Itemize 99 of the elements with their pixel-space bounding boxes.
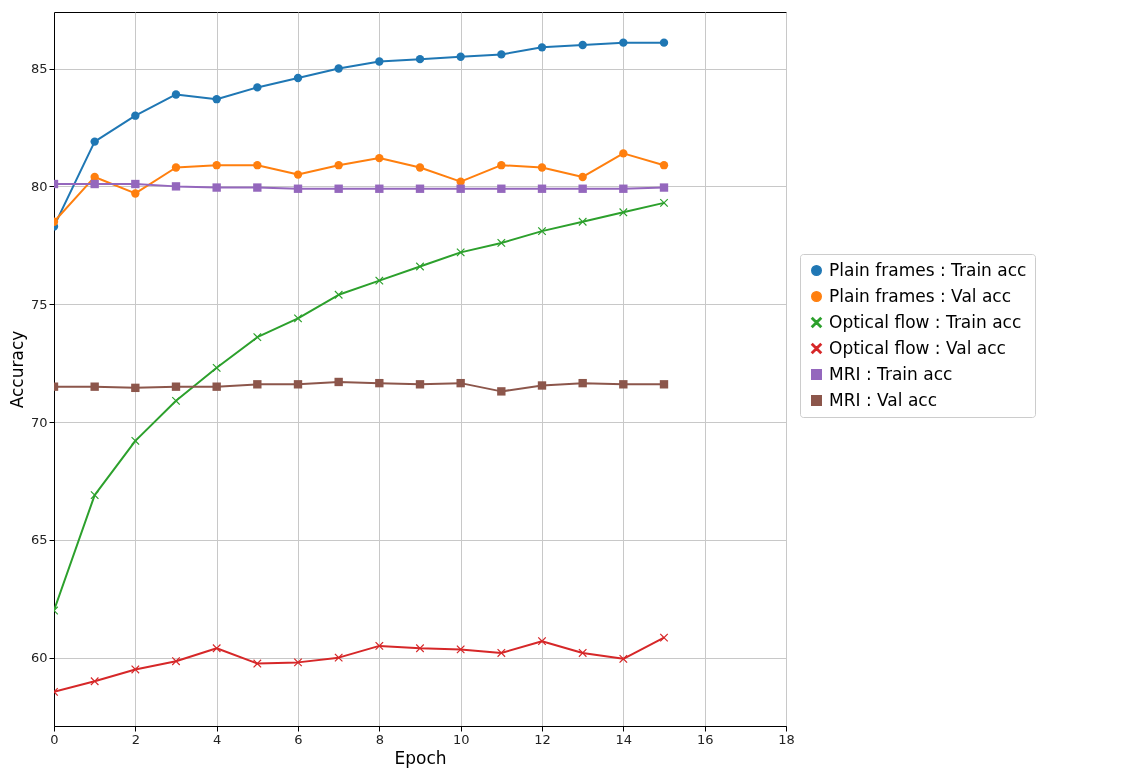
y-tick-label: 85: [30, 61, 48, 77]
point: [171, 396, 181, 405]
point: [293, 314, 303, 323]
point: [619, 184, 628, 193]
point: [456, 52, 465, 61]
point: [415, 262, 425, 271]
point: [578, 40, 587, 50]
point: [619, 38, 628, 47]
point: [375, 641, 384, 651]
y-tick-label: 75: [30, 296, 48, 312]
x-axis-title: Epoch: [394, 747, 447, 768]
point: [293, 658, 303, 667]
point: [171, 182, 181, 191]
point: [537, 381, 547, 390]
point: [212, 95, 221, 104]
point: [659, 380, 669, 389]
point: [253, 333, 262, 342]
point: [131, 111, 140, 120]
y-tick-label: 80: [30, 178, 48, 194]
point: [171, 382, 181, 391]
point: [537, 163, 547, 172]
point: [334, 64, 343, 73]
point: [131, 189, 140, 198]
point: [537, 43, 547, 52]
point: [293, 380, 303, 389]
y-axis-title: Accuracy: [6, 330, 27, 409]
point: [253, 83, 262, 92]
x-tick-label: 8: [375, 731, 384, 747]
legend-label: Plain frames : Val acc: [829, 285, 1012, 306]
point: [253, 380, 262, 389]
point: [497, 50, 506, 59]
y-tick-label: 60: [30, 650, 48, 666]
legend-label: Optical flow : Train acc: [829, 311, 1022, 332]
point: [497, 184, 506, 193]
point: [619, 654, 628, 664]
point: [212, 183, 221, 192]
legend-label: MRI : Train acc: [829, 363, 953, 384]
point: [171, 657, 181, 666]
point: [415, 184, 425, 193]
point: [171, 90, 181, 99]
point: [253, 183, 262, 192]
point: [375, 153, 384, 163]
point: [497, 160, 506, 170]
x-tick-label: 10: [452, 731, 470, 747]
x-tick-label: 0: [50, 731, 59, 747]
point: [90, 382, 99, 391]
point: [253, 160, 262, 170]
legend-label: MRI : Val acc: [829, 389, 937, 410]
point: [415, 380, 425, 389]
point: [659, 183, 669, 192]
point: [456, 184, 465, 193]
point: [90, 179, 99, 189]
point: [659, 160, 669, 170]
point: [90, 137, 99, 146]
point: [415, 163, 425, 172]
y-tick-label: 70: [30, 414, 48, 430]
point: [131, 436, 140, 446]
point: [415, 54, 425, 64]
point: [293, 73, 303, 83]
point: [171, 163, 181, 172]
point: [578, 378, 587, 388]
x-tick-label: 18: [778, 731, 795, 747]
legend-label: Optical flow : Val acc: [829, 337, 1006, 358]
point: [375, 378, 384, 388]
x-tick-label: 14: [615, 731, 633, 747]
x-tick-label: 4: [213, 731, 222, 747]
point: [619, 149, 628, 158]
point: [578, 184, 587, 193]
point: [619, 380, 628, 389]
legend-label: Plain frames : Train acc: [829, 259, 1027, 280]
point: [293, 184, 303, 193]
point: [212, 363, 221, 372]
point: [212, 382, 221, 391]
point: [659, 38, 669, 47]
point: [497, 648, 506, 658]
y-tick-label: 65: [30, 532, 48, 548]
point: [537, 184, 547, 193]
point: [334, 377, 343, 387]
point: [497, 387, 506, 396]
point: [131, 383, 140, 393]
point: [578, 648, 587, 658]
point: [415, 644, 425, 653]
point: [334, 160, 343, 170]
point: [293, 170, 303, 179]
point: [90, 490, 99, 500]
point: [578, 172, 587, 182]
point: [375, 57, 384, 66]
point: [456, 177, 465, 186]
x-tick-label: 6: [294, 731, 303, 747]
x-tick-label: 16: [696, 731, 714, 747]
point: [375, 184, 384, 193]
x-tick-label: 12: [534, 731, 551, 747]
point: [659, 633, 669, 642]
point: [456, 378, 465, 388]
point: [212, 160, 221, 170]
point: [131, 179, 140, 189]
x-tick-label: 2: [131, 731, 140, 747]
point: [334, 184, 343, 193]
point: [497, 238, 506, 248]
